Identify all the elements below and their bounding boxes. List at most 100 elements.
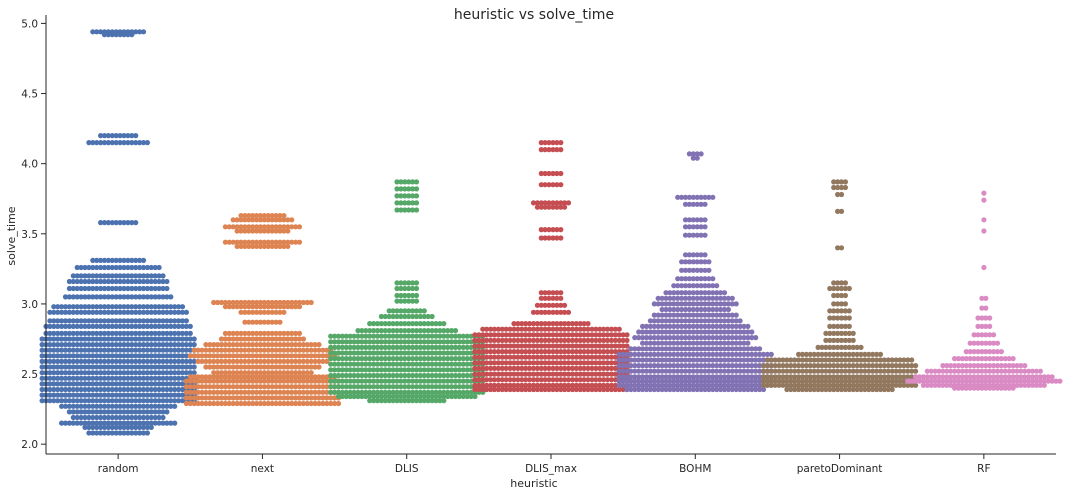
point-random [133,278,139,285]
point-next [234,217,240,223]
point-DLIS_max [585,377,591,383]
point-paretoDominant [811,382,817,388]
point-paretoDominant [831,315,837,321]
point-DLIS [449,393,455,400]
point-paretoDominant [846,337,852,343]
point-BOHM [624,374,630,380]
point-paretoDominant [838,330,845,336]
point-DLIS_max [550,140,556,146]
point-random [82,353,88,359]
point-random [129,358,135,364]
point-BOHM [729,312,735,318]
point-BOHM [710,357,716,363]
point-DLIS_max [550,170,556,177]
point-DLIS_max [519,349,525,355]
point-DLIS [413,356,420,362]
point-paretoDominant [835,344,841,350]
point-next [254,336,260,342]
point-DLIS [464,378,470,384]
point-BOHM [753,335,759,341]
point-paretoDominant [780,368,786,374]
point-DLIS_max [577,343,583,349]
point-BOHM [733,301,739,307]
point-BOHM [663,340,669,346]
point-RF [944,363,950,369]
point-random [98,330,104,336]
point-next [226,299,232,306]
point-random [70,347,76,353]
point-DLIS_max [593,386,599,393]
point-paretoDominant [760,368,767,374]
point-RF [1026,382,1032,388]
point-random [78,323,84,329]
point-BOHM [690,232,696,238]
point-paretoDominant [803,368,810,374]
point-next [250,309,256,315]
point-RF [987,378,993,384]
point-random [140,278,147,285]
point-DLIS [464,389,470,395]
point-next [308,353,314,359]
point-DLIS_max [476,332,482,338]
point-DLIS_max [546,235,552,241]
point-DLIS [378,333,384,339]
point-BOHM [721,382,728,388]
point-DLIS_max [484,354,490,360]
point-DLIS_max [573,377,580,383]
point-BOHM [675,290,681,296]
point-BOHM [737,329,743,335]
point-BOHM [690,340,696,346]
point-DLIS_max [616,343,622,349]
point-DLIS [394,321,400,327]
point-RF [979,349,985,355]
point-next [234,243,240,249]
point-next [254,217,260,223]
point-BOHM [706,386,712,393]
point-BOHM [710,378,716,384]
point-random [129,273,135,279]
point-next [285,217,291,223]
point-DLIS_max [526,337,533,343]
point-DLIS [343,361,349,367]
point-BOHM [718,351,724,357]
point-DLIS_max [476,365,482,371]
point-DLIS_max [507,365,513,371]
point-random [74,285,80,292]
point-RF [932,368,938,374]
point-next [218,353,225,359]
point-BOHM [651,340,657,346]
point-DLIS_max [601,371,607,377]
point-paretoDominant [897,374,903,380]
point-DLIS [417,367,423,373]
point-RF [948,378,954,384]
point-random [133,370,139,376]
point-random [86,353,92,359]
point-next [312,378,318,384]
point-DLIS [386,378,392,384]
point-next [242,342,248,348]
point-RF [1002,374,1008,380]
point-paretoDominant [838,382,845,388]
point-paretoDominant [893,357,899,363]
point-next [238,342,244,348]
point-next [191,384,197,390]
point-paretoDominant [881,386,888,393]
point-random [125,353,131,359]
point-paretoDominant [796,357,802,363]
point-paretoDominant [815,374,821,380]
point-paretoDominant [877,378,884,384]
point-random [109,414,115,421]
point-random [125,294,131,300]
point-random [137,330,143,336]
point-random [125,420,131,426]
point-paretoDominant [889,368,895,374]
point-random [66,323,72,329]
point-random [140,370,147,376]
point-paretoDominant [776,363,782,369]
point-paretoDominant [772,382,778,388]
point-BOHM [757,368,763,374]
point-random [172,420,178,426]
point-next [199,378,205,384]
point-random [86,370,92,376]
point-paretoDominant [866,378,872,384]
